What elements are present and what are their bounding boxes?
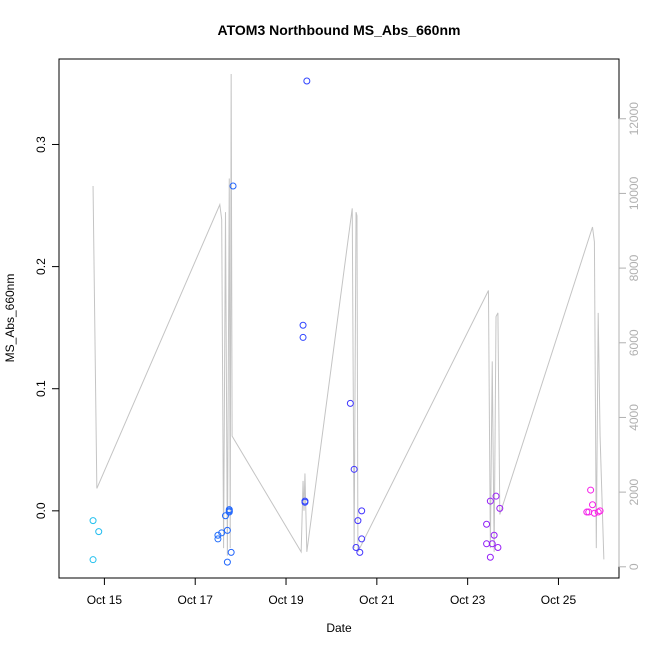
- data-point: [229, 182, 237, 190]
- chart-title: ATOM3 Northbound MS_Abs_660nm: [218, 22, 461, 38]
- y-axis-label: MS_Abs_660nm: [3, 274, 17, 363]
- y2-tick-label: 6000: [627, 329, 641, 356]
- y2-tick-label: 8000: [627, 254, 641, 281]
- data-point: [490, 531, 498, 539]
- y-tick-label: 0.0: [34, 502, 48, 519]
- data-point: [299, 333, 307, 341]
- data-point: [89, 556, 97, 564]
- data-point: [358, 507, 366, 515]
- data-point: [486, 553, 494, 561]
- data-point: [587, 486, 595, 494]
- y2-axis: 0 2000 4000 6000 8000 10000 12000: [618, 102, 641, 570]
- point-series-layer: [89, 77, 604, 566]
- data-point: [214, 535, 222, 543]
- data-point: [301, 498, 309, 506]
- data-point: [358, 535, 366, 543]
- y2-tick-label: 0: [627, 563, 641, 570]
- x-axis-label: Date: [326, 621, 352, 635]
- series-line: [92, 73, 605, 560]
- plot-frame: [58, 58, 620, 579]
- y2-tick-label: 2000: [627, 478, 641, 505]
- data-point: [594, 508, 602, 516]
- data-point: [225, 508, 233, 516]
- data-point: [483, 520, 491, 528]
- data-point: [596, 507, 604, 515]
- x-tick-label: Oct 21: [359, 593, 395, 607]
- data-point: [223, 558, 231, 566]
- data-point: [221, 512, 229, 520]
- data-point: [95, 528, 103, 536]
- x-axis: Oct 15 Oct 17 Oct 19 Oct 21 Oct 23 Oct 25: [87, 577, 577, 607]
- data-point: [589, 501, 597, 509]
- data-point: [483, 540, 491, 548]
- x-tick-label: Oct 19: [268, 593, 304, 607]
- data-point: [583, 508, 591, 516]
- data-point: [486, 497, 494, 505]
- x-tick-label: Oct 23: [450, 593, 486, 607]
- data-point: [299, 321, 307, 329]
- x-tick-label: Oct 25: [541, 593, 577, 607]
- data-point: [218, 529, 226, 537]
- y2-tick-label: 12000: [627, 102, 641, 136]
- data-point: [356, 548, 364, 556]
- data-point: [494, 543, 502, 551]
- data-point: [496, 504, 504, 512]
- x-tick-label: Oct 17: [178, 593, 214, 607]
- data-point: [350, 465, 358, 473]
- data-point: [488, 540, 496, 548]
- data-point: [346, 399, 354, 407]
- data-point: [303, 77, 311, 85]
- y-tick-label: 0.1: [34, 380, 48, 397]
- y-tick-label: 0.2: [34, 258, 48, 275]
- data-point: [352, 543, 360, 551]
- y2-tick-label: 10000: [627, 176, 641, 210]
- data-point: [354, 517, 362, 525]
- y-axis: 0.0 0.1 0.2 0.3: [34, 136, 60, 519]
- data-point: [227, 548, 235, 556]
- data-point: [89, 517, 97, 525]
- x-tick-label: Oct 15: [87, 593, 123, 607]
- line-series-layer: [92, 73, 605, 560]
- data-point: [492, 492, 500, 500]
- y2-tick-label: 4000: [627, 404, 641, 431]
- data-point: [590, 509, 598, 517]
- y-tick-label: 0.3: [34, 136, 48, 153]
- data-point: [223, 526, 231, 534]
